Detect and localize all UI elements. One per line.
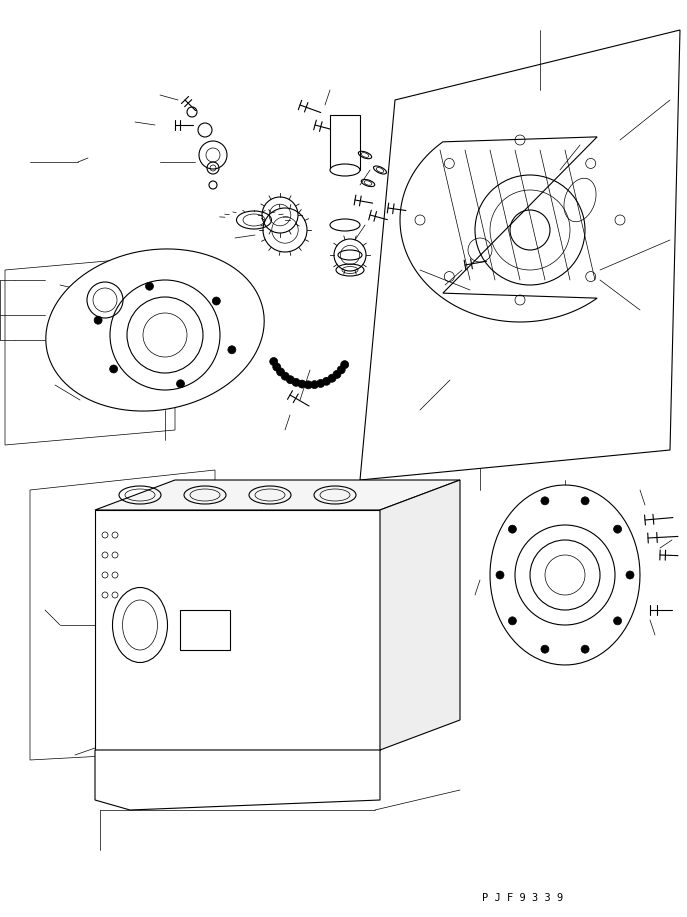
- Circle shape: [311, 381, 319, 389]
- Circle shape: [626, 571, 634, 579]
- Circle shape: [341, 360, 349, 369]
- Circle shape: [212, 297, 221, 305]
- Polygon shape: [95, 480, 460, 510]
- Polygon shape: [46, 249, 264, 411]
- Circle shape: [146, 282, 153, 291]
- Circle shape: [541, 646, 549, 653]
- Circle shape: [581, 497, 589, 505]
- Ellipse shape: [330, 219, 360, 231]
- Circle shape: [286, 376, 294, 383]
- Polygon shape: [95, 510, 380, 750]
- Circle shape: [496, 571, 504, 579]
- Circle shape: [228, 346, 236, 354]
- Circle shape: [298, 380, 306, 388]
- Circle shape: [613, 525, 622, 533]
- Circle shape: [541, 497, 549, 505]
- Circle shape: [270, 358, 278, 366]
- Bar: [180, 610, 230, 650]
- Circle shape: [110, 365, 117, 373]
- Circle shape: [304, 381, 313, 389]
- Polygon shape: [490, 485, 640, 665]
- Circle shape: [322, 377, 330, 385]
- Text: P J F 9 3 3 9: P J F 9 3 3 9: [482, 893, 563, 903]
- Bar: [330, 115, 360, 170]
- Circle shape: [94, 316, 102, 325]
- Polygon shape: [95, 750, 380, 810]
- Circle shape: [177, 380, 185, 388]
- Circle shape: [508, 617, 517, 624]
- Circle shape: [281, 372, 289, 381]
- Circle shape: [292, 379, 300, 386]
- Circle shape: [277, 368, 284, 376]
- Circle shape: [581, 646, 589, 653]
- Polygon shape: [380, 480, 460, 750]
- Circle shape: [508, 525, 517, 533]
- Circle shape: [317, 380, 325, 387]
- Circle shape: [613, 617, 622, 624]
- Circle shape: [273, 363, 281, 371]
- Circle shape: [328, 374, 336, 382]
- Ellipse shape: [330, 164, 360, 176]
- Circle shape: [333, 370, 341, 379]
- Circle shape: [337, 366, 345, 374]
